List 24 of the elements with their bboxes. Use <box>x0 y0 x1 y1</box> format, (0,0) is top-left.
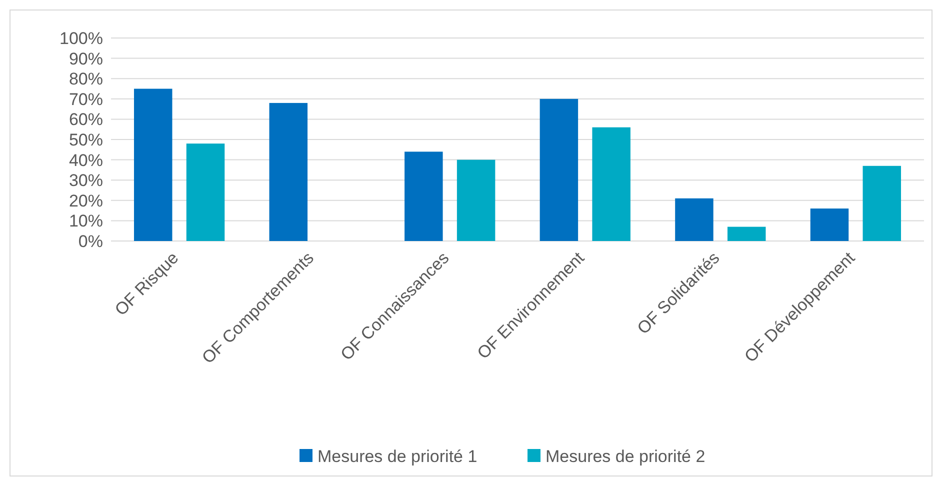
y-tick-label: 10% <box>68 212 103 231</box>
bar <box>675 198 714 241</box>
y-tick-label: 50% <box>68 130 103 150</box>
y-tick-label: 80% <box>68 70 103 89</box>
bar <box>269 102 308 241</box>
bar <box>186 144 225 241</box>
bar <box>810 208 849 241</box>
y-tick-label: 70% <box>68 90 103 109</box>
y-tick-label: 40% <box>68 150 103 170</box>
y-tick-label: 90% <box>68 49 103 68</box>
bar <box>592 127 630 241</box>
bar <box>404 152 443 241</box>
bar <box>727 226 766 241</box>
y-tick-label: 20% <box>68 191 103 210</box>
bar <box>540 98 578 241</box>
legend-label: Mesures de priorité 2 <box>546 446 706 466</box>
bar <box>134 88 172 241</box>
bar <box>456 160 496 241</box>
y-tick-label: 0% <box>78 232 103 251</box>
y-tick-label: 100% <box>60 28 103 48</box>
legend-label: Mesures de priorité 1 <box>318 446 478 466</box>
bar <box>862 166 902 241</box>
y-tick-label: 30% <box>68 171 103 190</box>
y-tick-label: 60% <box>68 110 103 130</box>
